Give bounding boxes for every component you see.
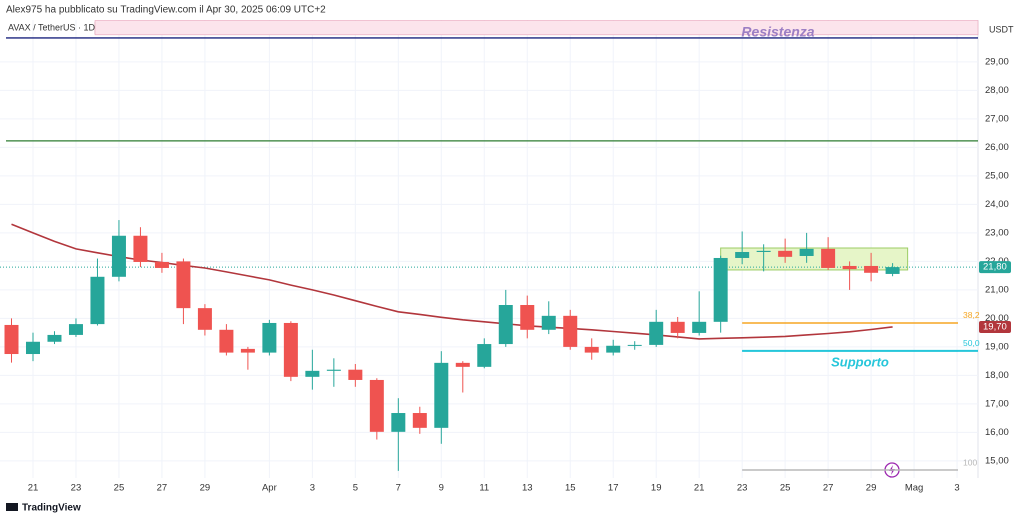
- x-tick-label: 9: [439, 483, 444, 494]
- y-tick-label: 18,00: [985, 370, 1009, 381]
- candle-body: [563, 315, 578, 347]
- price-badge-label: 19,70: [983, 321, 1007, 332]
- y-tick-label: 21,00: [985, 284, 1009, 295]
- candle-body: [154, 261, 169, 268]
- candle-body: [133, 235, 148, 262]
- resistance-zone: [94, 20, 979, 36]
- candle-body: [391, 413, 406, 432]
- candle-body: [240, 348, 255, 353]
- price-badge-label: 21,80: [983, 262, 1007, 273]
- currency: USDT: [989, 24, 1014, 34]
- y-tick-label: 19,00: [985, 341, 1009, 352]
- candle-body: [692, 321, 707, 333]
- candle-body: [649, 321, 664, 345]
- author-line: Alex975 ha pubblicato su TradingView.com…: [6, 5, 326, 16]
- brand-name: TradingView: [22, 503, 81, 514]
- x-tick-label: 25: [114, 483, 125, 494]
- candle-body: [606, 345, 621, 353]
- x-tick-label: 17: [608, 483, 619, 494]
- candle-body: [498, 305, 513, 345]
- candle-body: [111, 235, 126, 277]
- x-tick-label: 3: [954, 483, 959, 494]
- candle-body: [412, 413, 427, 428]
- candle-body: [369, 379, 384, 432]
- candle-body: [25, 341, 40, 355]
- candle-body: [305, 370, 320, 377]
- x-tick-label: 27: [823, 483, 834, 494]
- price-badge: [979, 320, 1011, 333]
- candle-body: [455, 362, 470, 367]
- x-tick-label: Apr: [262, 483, 277, 494]
- candle-body: [821, 248, 836, 268]
- y-tick-label: 25,00: [985, 170, 1009, 181]
- x-tick-label: 29: [866, 483, 877, 494]
- candle-body: [842, 265, 857, 270]
- fib-label: 100: [963, 457, 977, 467]
- resistance-label: Resistenza: [741, 23, 814, 39]
- candle-body: [584, 346, 599, 353]
- candle-body: [756, 250, 771, 252]
- y-tick-label: 23,00: [985, 227, 1009, 238]
- candle-body: [864, 265, 879, 273]
- x-tick-label: 23: [71, 483, 82, 494]
- candle-body: [197, 308, 212, 330]
- candle-body: [283, 322, 298, 377]
- candle-body: [176, 261, 191, 309]
- y-tick-label: 20,00: [985, 313, 1009, 324]
- candle-body: [799, 248, 814, 256]
- candle-body: [47, 334, 62, 342]
- candle-body: [434, 362, 449, 428]
- price-badge: [979, 261, 1011, 274]
- y-tick-label: 15,00: [985, 455, 1009, 466]
- support-label: Supporto: [831, 354, 889, 369]
- y-tick-label: 29,00: [985, 56, 1009, 67]
- candle-body: [262, 322, 277, 353]
- logo: [6, 503, 18, 511]
- candle-body: [627, 344, 642, 346]
- candle-body: [348, 369, 363, 380]
- x-tick-label: 29: [200, 483, 211, 494]
- x-tick-label: 21: [694, 483, 705, 494]
- x-tick-label: 11: [479, 483, 489, 494]
- candle-body: [520, 305, 535, 330]
- x-tick-label: 3: [310, 483, 315, 494]
- x-tick-label: 27: [157, 483, 168, 494]
- candle-body: [326, 369, 341, 371]
- y-tick-label: 16,00: [985, 427, 1009, 438]
- y-tick-label: 17,00: [985, 398, 1009, 409]
- brand: TradingView: [6, 503, 81, 514]
- y-tick-label: 24,00: [985, 199, 1009, 210]
- x-tick-label: 5: [353, 483, 358, 494]
- candle-body: [670, 321, 685, 333]
- candle-body: [219, 329, 234, 353]
- x-tick-label: Mag: [905, 483, 923, 494]
- candle-body: [541, 315, 556, 330]
- candle-body: [735, 251, 750, 258]
- x-tick-label: 7: [396, 483, 401, 494]
- candle-body: [713, 257, 728, 322]
- candle-body: [477, 344, 492, 367]
- candle-body: [90, 276, 105, 325]
- x-tick-label: 19: [651, 483, 662, 494]
- candle-body: [4, 324, 19, 355]
- x-tick-label: 25: [780, 483, 791, 494]
- y-tick-label: 26,00: [985, 142, 1009, 153]
- x-tick-label: 15: [565, 483, 576, 494]
- fib-label: 38,2: [963, 310, 980, 320]
- candle-body: [778, 250, 793, 257]
- y-tick-label: 27,00: [985, 113, 1009, 124]
- x-tick-label: 21: [28, 483, 39, 494]
- candle-body: [68, 324, 83, 335]
- fib-label: 50,0: [963, 338, 980, 348]
- y-tick-label: 28,00: [985, 85, 1009, 96]
- candle-body: [885, 267, 900, 274]
- x-tick-label: 13: [522, 483, 533, 494]
- x-tick-label: 23: [737, 483, 748, 494]
